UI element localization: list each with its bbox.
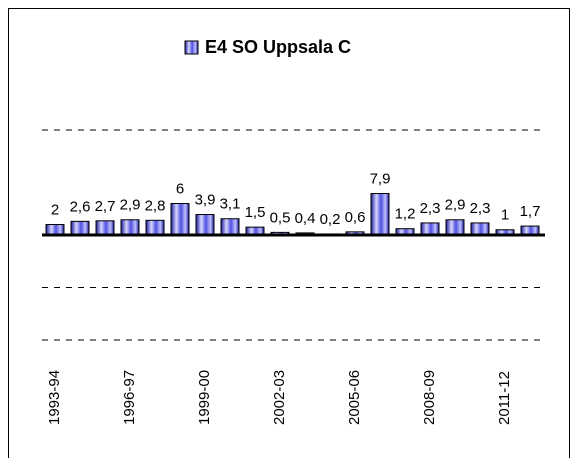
- bar: [470, 222, 490, 236]
- bar: [420, 222, 440, 236]
- data-label: 2,6: [70, 198, 91, 215]
- data-label: 1,7: [520, 203, 541, 220]
- bar: [145, 219, 165, 236]
- data-label: 0,4: [295, 210, 316, 227]
- x-tick-label: 2002-03: [271, 370, 288, 425]
- data-label: 0,5: [270, 209, 291, 226]
- data-label: 1,5: [245, 204, 266, 221]
- x-tick-label: 1996-97: [121, 370, 138, 425]
- bar: [170, 203, 190, 236]
- data-label: 1,2: [395, 206, 416, 223]
- bar: [445, 219, 465, 236]
- data-label: 2,7: [95, 198, 116, 215]
- data-label: 2: [51, 201, 59, 218]
- data-label: 6: [176, 180, 184, 197]
- data-label: 2,3: [420, 200, 441, 217]
- data-label: 2,3: [470, 200, 491, 217]
- data-label: 0,6: [345, 209, 366, 226]
- x-tick-label: 2005-06: [346, 370, 363, 425]
- legend: E4 SO Uppsala C: [184, 37, 351, 57]
- bar: [195, 214, 215, 236]
- legend-label: E4 SO Uppsala C: [205, 37, 351, 57]
- bar: [70, 220, 90, 236]
- data-label: 7,9: [370, 170, 391, 187]
- bar: [45, 224, 65, 236]
- bar: [370, 193, 390, 236]
- x-tick-label: 2008-09: [421, 370, 438, 425]
- bar: [95, 220, 115, 236]
- x-tick-label: 2011-12: [496, 371, 513, 425]
- x-tick-label: 1993-94: [46, 370, 63, 425]
- bar: [120, 219, 140, 236]
- data-label: 0,2: [320, 211, 341, 228]
- legend-swatch: [184, 40, 199, 55]
- data-label: 3,9: [195, 191, 216, 208]
- data-label: 2,9: [120, 197, 141, 214]
- data-label: 3,1: [220, 196, 241, 213]
- x-tick-label: 1999-00: [196, 370, 213, 425]
- data-label: 1: [501, 207, 509, 224]
- data-label: 2,9: [445, 197, 466, 214]
- bar: [220, 218, 240, 236]
- data-label: 2,8: [145, 197, 166, 214]
